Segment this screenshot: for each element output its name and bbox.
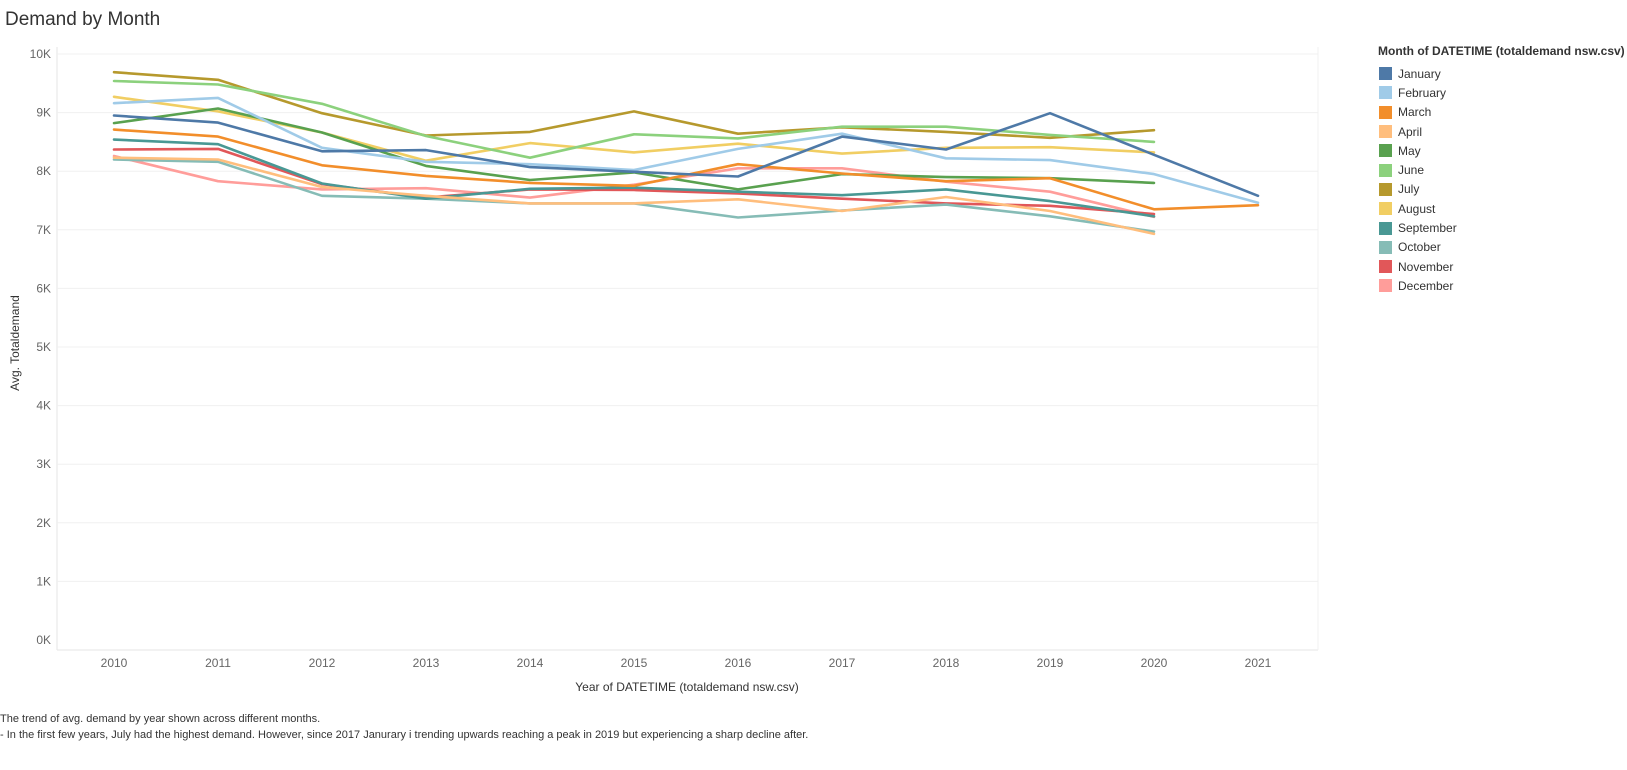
caption-line-1: The trend of avg. demand by year shown a… (0, 713, 321, 725)
legend-item-january[interactable]: January (1378, 64, 1623, 83)
legend-label: April (1398, 124, 1423, 139)
legend-label: August (1398, 201, 1436, 216)
series-line-september (112, 138, 1156, 218)
series-line-may (112, 107, 1156, 191)
legend-label: September (1398, 221, 1457, 236)
series-line-january (112, 111, 1260, 198)
legend-item-february[interactable]: February (1378, 83, 1623, 102)
y-tick-label: 4K (36, 399, 51, 413)
legend-swatch (1379, 182, 1392, 196)
legend-label: January (1398, 66, 1441, 81)
legend-item-august[interactable]: August (1378, 199, 1623, 218)
series-line-february (112, 96, 1260, 205)
legend-item-december[interactable]: December (1378, 276, 1623, 295)
y-tick-label: 8K (36, 164, 51, 178)
legend-swatch (1379, 163, 1392, 177)
x-tick-label: 2020 (1141, 656, 1168, 670)
legend-swatch (1379, 221, 1392, 235)
legend-label: June (1398, 163, 1425, 178)
x-tick-label: 2016 (725, 656, 752, 670)
y-tick-label: 3K (36, 457, 51, 471)
legend-item-october[interactable]: October (1378, 238, 1623, 257)
x-tick-label: 2021 (1245, 656, 1272, 670)
y-tick-label: 9K (36, 106, 51, 120)
legend: Month of DATETIME (totaldemand nsw.csv) … (1378, 44, 1625, 296)
legend-item-may[interactable]: May (1378, 141, 1623, 160)
legend-label: November (1398, 259, 1454, 274)
chart-caption: The trend of avg. demand by year shown a… (0, 711, 808, 743)
y-tick-label: 7K (36, 223, 51, 237)
caption-line-2: - In the first few years, July had the h… (0, 729, 809, 741)
legend-items: January February March April May June July Augu… (1378, 64, 1623, 296)
legend-label: October (1398, 240, 1441, 255)
legend-item-march[interactable]: March (1378, 103, 1623, 122)
x-axis-label: Year of DATETIME (totaldemand nsw.csv) (575, 680, 798, 694)
legend-swatch (1379, 240, 1392, 254)
y-axis-label: Avg. Totaldemand (8, 295, 22, 391)
legend-swatch (1379, 144, 1392, 158)
y-tick-label: 0K (36, 633, 51, 647)
legend-label: May (1398, 143, 1421, 158)
y-tick-label: 10K (30, 47, 51, 61)
x-tick-label: 2011 (205, 656, 231, 670)
legend-label: July (1398, 182, 1420, 197)
legend-swatch (1379, 260, 1392, 274)
legend-item-july[interactable]: July (1378, 180, 1623, 199)
x-tick-label: 2019 (1037, 656, 1064, 670)
chart-title: Demand by Month (5, 9, 161, 30)
y-tick-label: 2K (36, 516, 51, 530)
x-tick-label: 2010 (101, 656, 128, 670)
x-tick-label: 2012 (309, 656, 336, 670)
legend-swatch (1379, 202, 1392, 216)
legend-swatch (1379, 105, 1392, 119)
series-line-november (112, 147, 1156, 216)
x-tick-label: 2015 (621, 656, 648, 670)
legend-swatch (1379, 67, 1392, 81)
legend-item-april[interactable]: April (1378, 122, 1623, 141)
x-tick-label: 2014 (517, 656, 544, 670)
y-tick-label: 6K (36, 281, 51, 295)
series-line-july (112, 70, 1156, 140)
y-tick-label: 5K (36, 340, 51, 354)
legend-title: Month of DATETIME (totaldemand nsw.csv) (1378, 44, 1625, 58)
legend-item-june[interactable]: June (1378, 160, 1623, 179)
x-tick-label: 2017 (829, 656, 856, 670)
legend-label: March (1398, 105, 1432, 120)
legend-swatch (1379, 125, 1392, 139)
legend-label: February (1398, 85, 1447, 100)
y-tick-label: 1K (36, 574, 51, 588)
legend-label: December (1398, 278, 1454, 293)
x-tick-label: 2013 (413, 656, 440, 670)
legend-item-september[interactable]: September (1378, 218, 1623, 237)
legend-item-november[interactable]: November (1378, 257, 1623, 276)
x-tick-label: 2018 (933, 656, 960, 670)
legend-swatch (1379, 86, 1392, 100)
legend-swatch (1379, 279, 1392, 293)
series-line-april (112, 156, 1156, 236)
series-line-june (112, 79, 1156, 159)
